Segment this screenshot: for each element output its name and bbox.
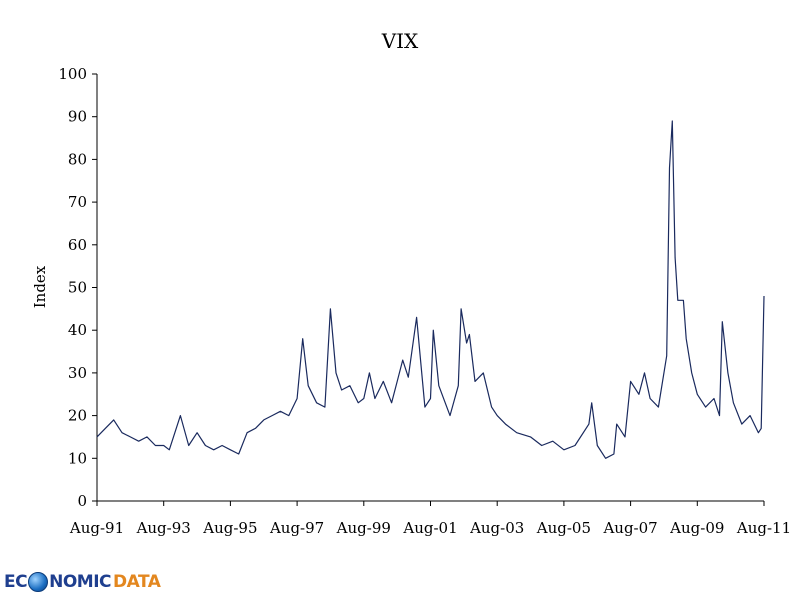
y-tick-label: 0	[77, 492, 87, 510]
x-tick-label: Aug-95	[202, 519, 257, 537]
globe-icon	[28, 572, 49, 592]
series-line	[96, 120, 765, 459]
y-axis-title: Index	[31, 265, 49, 308]
y-tick-label: 100	[58, 65, 87, 83]
y-tick-label: 10	[68, 449, 87, 467]
x-tick-label: Aug-03	[469, 519, 524, 537]
x-tick-label: Aug-09	[669, 519, 724, 537]
economicdata-logo: EC NOMIC DATA	[4, 568, 161, 596]
x-axis: Aug-91 Aug-93 Aug-95 Aug-97 Aug-99 Aug-01 Aug-…	[69, 500, 791, 537]
y-tick-label: 70	[68, 193, 87, 211]
x-tick-label: Aug-97	[269, 519, 324, 537]
y-tick-label: 50	[68, 279, 87, 297]
y-tick-label: 80	[68, 150, 87, 168]
x-tick-label: Aug-11	[736, 519, 791, 537]
chart-title: VIX	[381, 29, 419, 53]
x-tick-label: Aug-91	[69, 519, 124, 537]
x-tick-label: Aug-01	[402, 519, 457, 537]
logo-text-data: DATA	[113, 572, 161, 592]
logo-text-ec: EC	[4, 572, 28, 592]
x-tick-label: Aug-07	[602, 519, 657, 537]
x-tick-label: Aug-99	[336, 519, 391, 537]
logo-text-nomic: NOMIC	[49, 572, 111, 592]
y-axis: 0 10 20 30 40 50 60 70 80 90 100	[58, 65, 98, 510]
y-tick-label: 20	[68, 407, 87, 425]
x-tick-label: Aug-93	[136, 519, 191, 537]
y-tick-label: 40	[68, 321, 87, 339]
y-tick-label: 30	[68, 364, 87, 382]
y-tick-label: 90	[68, 108, 87, 126]
plot-area	[96, 120, 765, 459]
y-tick-label: 60	[68, 236, 87, 254]
x-tick-label: Aug-05	[536, 519, 591, 537]
